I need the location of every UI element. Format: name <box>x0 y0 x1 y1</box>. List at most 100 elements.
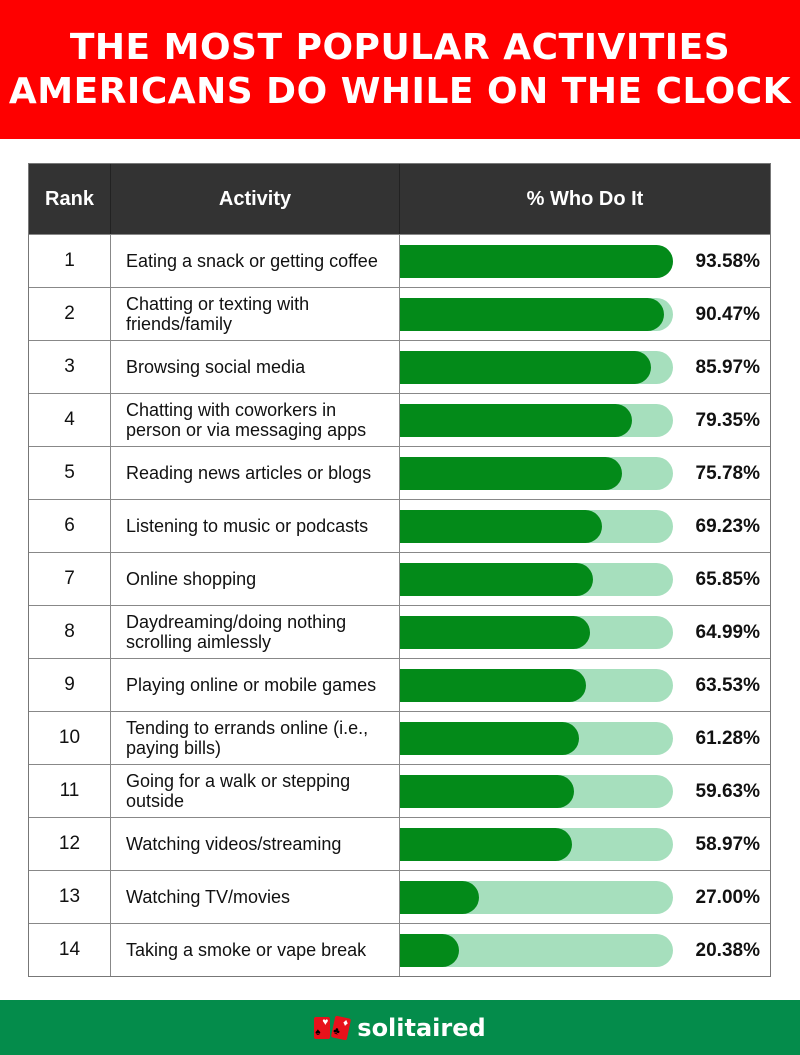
rank-cell: 13 <box>29 871 111 923</box>
bar-track <box>400 722 673 755</box>
bar-track <box>400 351 673 384</box>
bar-fill <box>400 722 579 755</box>
percent-value: 65.85% <box>695 568 760 590</box>
percent-value: 59.63% <box>695 780 760 802</box>
table-row: 5 Reading news articles or blogs 75.78% <box>29 446 770 499</box>
bar-fill <box>400 563 593 596</box>
percent-cell: 58.97% <box>400 818 770 870</box>
bar-fill <box>400 404 632 437</box>
bar-fill <box>400 245 673 278</box>
activity-cell: Tending to errands online (i.e., paying … <box>111 712 400 764</box>
column-header-activity: Activity <box>111 164 400 234</box>
bar-fill <box>400 510 602 543</box>
percent-cell: 93.58% <box>400 235 770 287</box>
bar-fill <box>400 775 574 808</box>
activity-cell: Watching videos/streaming <box>111 818 400 870</box>
percent-value: 63.53% <box>695 674 760 696</box>
percent-value: 20.38% <box>695 939 760 961</box>
rank-cell: 12 <box>29 818 111 870</box>
percent-cell: 79.35% <box>400 394 770 446</box>
bar-track <box>400 563 673 596</box>
percent-value: 93.58% <box>695 250 760 272</box>
table-row: 6 Listening to music or podcasts 69.23% <box>29 499 770 552</box>
bar-fill <box>400 457 622 490</box>
bar-track <box>400 934 673 967</box>
percent-cell: 85.97% <box>400 341 770 393</box>
table-row: 8 Daydreaming/doing nothing scrolling aim… <box>29 605 770 658</box>
bar-track <box>400 616 673 649</box>
rank-cell: 2 <box>29 288 111 340</box>
table-row: 9 Playing online or mobile games 63.53% <box>29 658 770 711</box>
percent-value: 75.78% <box>695 462 760 484</box>
rank-cell: 14 <box>29 924 111 976</box>
activity-cell: Chatting or texting with friends/family <box>111 288 400 340</box>
bar-track <box>400 457 673 490</box>
activity-cell: Eating a snack or getting coffee <box>111 235 400 287</box>
title-line-1: THE MOST POPULAR ACTIVITIES <box>69 26 731 68</box>
rank-cell: 7 <box>29 553 111 605</box>
percent-cell: 27.00% <box>400 871 770 923</box>
table-row: 12 Watching videos/streaming 58.97% <box>29 817 770 870</box>
title-banner: THE MOST POPULAR ACTIVITIES AMERICANS DO… <box>0 0 800 139</box>
bar-track <box>400 669 673 702</box>
bar-fill <box>400 934 459 967</box>
table-body: 1 Eating a snack or getting coffee 93.58% 2… <box>29 234 770 976</box>
bar-track <box>400 245 673 278</box>
percent-cell: 59.63% <box>400 765 770 817</box>
bar-track <box>400 881 673 914</box>
percent-value: 69.23% <box>695 515 760 537</box>
table-row: 13 Watching TV/movies 27.00% <box>29 870 770 923</box>
activity-cell: Online shopping <box>111 553 400 605</box>
brand-logo-text: solitaired <box>357 1013 486 1042</box>
percent-value: 58.97% <box>695 833 760 855</box>
table-row: 3 Browsing social media 85.97% <box>29 340 770 393</box>
table-row: 10 Tending to errands online (i.e., payin… <box>29 711 770 764</box>
percent-value: 27.00% <box>695 886 760 908</box>
activity-cell: Reading news articles or blogs <box>111 447 400 499</box>
table-row: 2 Chatting or texting with friends/family… <box>29 287 770 340</box>
table-header: Rank Activity % Who Do It <box>29 164 770 234</box>
rank-cell: 5 <box>29 447 111 499</box>
percent-cell: 75.78% <box>400 447 770 499</box>
table-row: 14 Taking a smoke or vape break 20.38% <box>29 923 770 976</box>
bar-track <box>400 775 673 808</box>
activity-cell: Watching TV/movies <box>111 871 400 923</box>
title-line-2: AMERICANS DO WHILE ON THE CLOCK <box>8 70 792 112</box>
bar-fill <box>400 616 590 649</box>
activity-cell: Taking a smoke or vape break <box>111 924 400 976</box>
percent-cell: 64.99% <box>400 606 770 658</box>
activity-cell: Listening to music or podcasts <box>111 500 400 552</box>
table-row: 11 Going for a walk or stepping outside 59… <box>29 764 770 817</box>
column-header-percent: % Who Do It <box>526 187 644 210</box>
rank-cell: 1 <box>29 235 111 287</box>
bar-track <box>400 404 673 437</box>
activity-cell: Daydreaming/doing nothing scrolling aiml… <box>111 606 400 658</box>
table-row: 1 Eating a snack or getting coffee 93.58% <box>29 234 770 287</box>
percent-value: 90.47% <box>695 303 760 325</box>
rank-cell: 9 <box>29 659 111 711</box>
rank-cell: 8 <box>29 606 111 658</box>
rank-cell: 11 <box>29 765 111 817</box>
percent-value: 85.97% <box>695 356 760 378</box>
rank-cell: 4 <box>29 394 111 446</box>
percent-cell: 61.28% <box>400 712 770 764</box>
percent-cell: 65.85% <box>400 553 770 605</box>
percent-cell: 63.53% <box>400 659 770 711</box>
bar-fill <box>400 828 572 861</box>
rank-cell: 10 <box>29 712 111 764</box>
bar-fill <box>400 298 664 331</box>
table-row: 4 Chatting with coworkers in person or vi… <box>29 393 770 446</box>
rank-cell: 6 <box>29 500 111 552</box>
rank-cell: 3 <box>29 341 111 393</box>
percent-value: 79.35% <box>695 409 760 431</box>
percent-value: 64.99% <box>695 621 760 643</box>
column-header-rank: Rank <box>29 164 111 234</box>
activity-cell: Going for a walk or stepping outside <box>111 765 400 817</box>
activity-cell: Playing online or mobile games <box>111 659 400 711</box>
percent-cell: 20.38% <box>400 924 770 976</box>
activities-table: Rank Activity % Who Do It 1 Eating a snac… <box>28 163 771 977</box>
percent-cell: 69.23% <box>400 500 770 552</box>
activity-cell: Chatting with coworkers in person or via… <box>111 394 400 446</box>
bar-fill <box>400 351 651 384</box>
bar-track <box>400 510 673 543</box>
